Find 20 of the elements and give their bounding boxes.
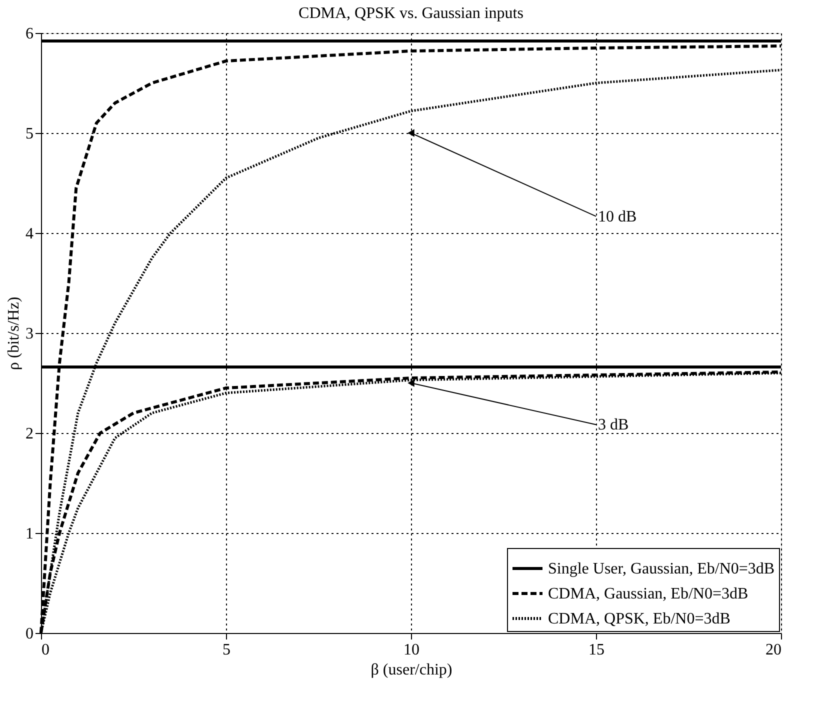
y-tick-label: 4: [26, 226, 34, 242]
y-axis-title: ρ (bit/s/Hz): [6, 296, 22, 370]
chart-title: CDMA, QPSK vs. Gaussian inputs: [298, 5, 524, 22]
annotation: 10 dB: [598, 208, 637, 226]
y-tick-label: 6: [26, 26, 34, 42]
y-tick-label: 1: [26, 526, 34, 542]
x-tick-label: 0: [42, 642, 50, 658]
x-tick-label: 10: [404, 642, 420, 658]
annotation: 3 dB: [598, 416, 629, 434]
x-tick-label: 15: [588, 642, 604, 658]
y-tick-label: 5: [26, 126, 34, 142]
y-tick-label: 0: [26, 626, 34, 642]
legend-label: CDMA, Gaussian, Eb/N0=3dB: [548, 586, 748, 602]
legend-label: CDMA, QPSK, Eb/N0=3dB: [548, 610, 730, 628]
y-tick-label: 2: [26, 426, 34, 442]
legend-label: Single User, Gaussian, Eb/N0=3dB: [548, 560, 775, 578]
y-tick-label: 3: [26, 326, 34, 342]
x-tick-label: 20: [766, 642, 782, 658]
x-axis-title: β (user/chip): [370, 662, 452, 678]
x-tick-label: 5: [222, 642, 230, 658]
